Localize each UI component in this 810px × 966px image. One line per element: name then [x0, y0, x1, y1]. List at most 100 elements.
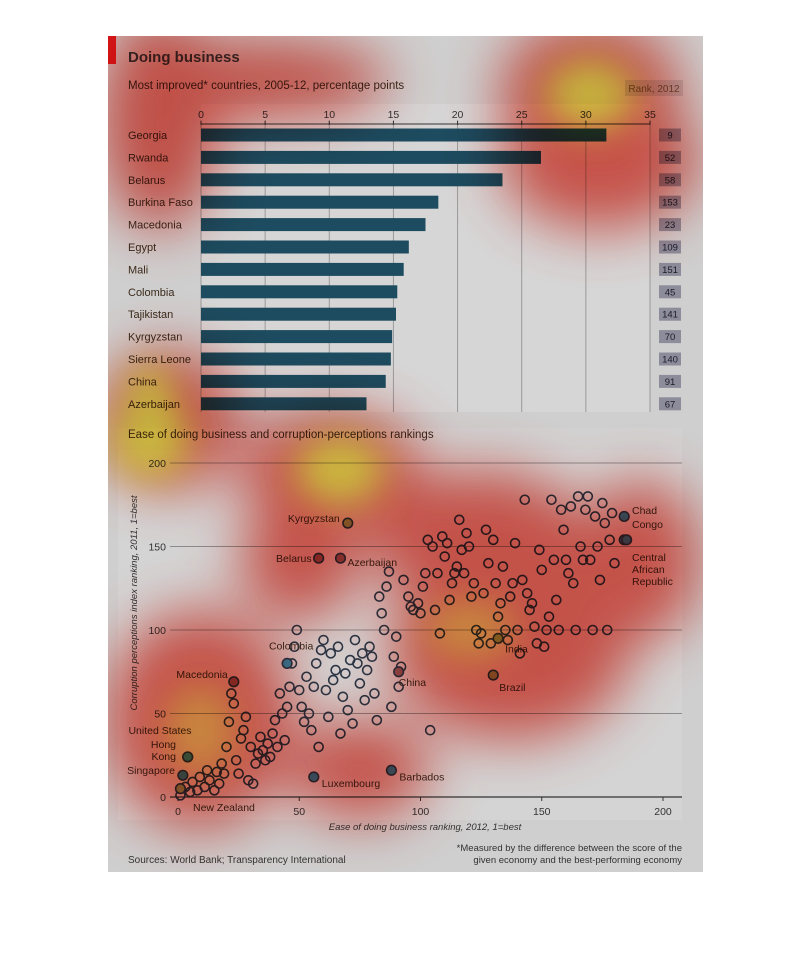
rank-value: 9	[667, 131, 672, 142]
bar	[201, 352, 391, 366]
bar-chart: 0 5 10 15 20 25 30 35 Georgia 9 Rwanda 52 Belarus 58 B…	[128, 104, 681, 412]
bar-category-label: Georgia	[128, 130, 168, 142]
highlighted-point	[618, 510, 630, 523]
bar-axis-tick-label: 35	[644, 109, 656, 121]
scatter-point	[308, 681, 320, 693]
bar-axis-tick-label: 30	[580, 109, 592, 121]
scatter-x-tick-label: 100	[412, 806, 430, 818]
bar-category-label: Kyrgyzstan	[128, 332, 182, 344]
point-label: Hong Kong	[151, 739, 176, 763]
highlighted-point	[385, 764, 398, 776]
scatter-point	[369, 688, 380, 699]
scatter-point	[303, 708, 315, 719]
figure-title: Doing business	[128, 49, 240, 66]
rank-box	[659, 397, 681, 411]
point-label: India	[505, 643, 528, 655]
bar-category-label: Sierra Leone	[128, 354, 191, 366]
bar-category-label: China	[128, 376, 158, 388]
title-accent-bar	[108, 36, 116, 64]
bar-category-label: Belarus	[128, 175, 166, 187]
scatter-point	[340, 668, 351, 679]
scatter-point	[310, 658, 322, 669]
highlighted-point	[174, 783, 187, 795]
highlighted-point	[393, 666, 405, 678]
rank-value: 58	[665, 175, 676, 186]
bar-category-label: Rwanda	[128, 152, 169, 164]
scatter-y-tick-label: 50	[154, 709, 166, 721]
point-label-line: Hong	[151, 739, 176, 751]
bar	[201, 195, 439, 209]
point-label: Barbados	[399, 771, 444, 783]
highlighted-point	[334, 552, 347, 564]
bar	[201, 128, 607, 142]
scatter-y-tick-label: 200	[148, 458, 166, 470]
bar-axis-tick-label: 0	[198, 109, 204, 121]
highlighted-point	[177, 769, 189, 781]
footnote-line-2: given economy and the best-performing ec…	[473, 855, 682, 866]
footnote-line-1: *Measured by the difference between the …	[457, 843, 682, 854]
rank-box	[659, 240, 681, 254]
rank-value: 151	[662, 265, 678, 276]
scatter-point	[352, 658, 363, 669]
bar	[201, 218, 426, 232]
scatter-x-tick-label: 150	[533, 806, 551, 818]
rank-box	[659, 330, 681, 344]
rank-value: 109	[662, 243, 678, 254]
rank-box	[659, 285, 681, 299]
bar	[201, 173, 503, 187]
bar-category-label: Azerbaijan	[128, 399, 180, 411]
scatter-y-tick-label: 100	[148, 625, 166, 637]
highlighted-point	[182, 751, 194, 763]
rank-value: 23	[665, 220, 676, 231]
rank-label: Rank, 2012	[628, 84, 680, 95]
point-label: Congo	[632, 519, 663, 531]
scatter-point	[330, 664, 341, 676]
point-label: Belarus	[276, 553, 312, 565]
bar	[201, 262, 404, 276]
bar-axis-tick-label: 10	[323, 109, 335, 121]
highlighted-point	[313, 552, 325, 564]
bar-category-label: Macedonia	[128, 220, 183, 232]
scatter-point	[337, 691, 349, 703]
scatter-point	[356, 648, 368, 659]
bar-category-label: Egypt	[128, 242, 156, 254]
scatter-point	[349, 634, 361, 646]
bar	[201, 330, 393, 344]
scatter-point	[320, 684, 332, 696]
scatter-x-axis-label: Ease of doing business ranking, 2012, 1=…	[329, 822, 522, 833]
rank-value: 67	[665, 399, 676, 410]
bar	[201, 285, 398, 299]
scatter-point	[296, 701, 307, 713]
rank-box	[659, 352, 681, 366]
scatter-point	[318, 634, 329, 646]
rank-value: 70	[665, 332, 676, 343]
bar	[201, 374, 386, 388]
scatter-point	[366, 651, 378, 663]
scatter-point	[364, 641, 375, 653]
scatter-point	[315, 644, 327, 656]
scatter-title: Ease of doing business and corruption-pe…	[128, 429, 434, 441]
scatter-point	[327, 674, 339, 686]
scatter-point	[354, 678, 366, 689]
rank-value: 141	[662, 310, 678, 321]
rank-box	[659, 262, 681, 276]
bar-axis-tick-label: 15	[388, 109, 400, 121]
rank-value: 52	[665, 153, 676, 164]
scatter-point	[332, 641, 344, 653]
point-label: United States	[128, 725, 191, 737]
scatter-x-tick-label: 0	[175, 806, 181, 818]
bar-axis-tick-label: 25	[516, 109, 528, 121]
rank-value: 140	[662, 355, 678, 366]
point-label-line: Kong	[151, 751, 176, 763]
sources-note: Sources: World Bank; Transparency Intern…	[128, 855, 346, 866]
bar-axis-tick-label: 5	[262, 109, 268, 121]
bar	[201, 150, 541, 164]
scatter-x-tick-label: 50	[293, 806, 305, 818]
scatter-point	[342, 704, 354, 716]
point-label: China	[399, 677, 427, 689]
point-label-line: Republic	[632, 576, 673, 588]
point-label: Colombia	[269, 640, 314, 652]
bar	[201, 307, 396, 321]
bar	[201, 240, 409, 254]
